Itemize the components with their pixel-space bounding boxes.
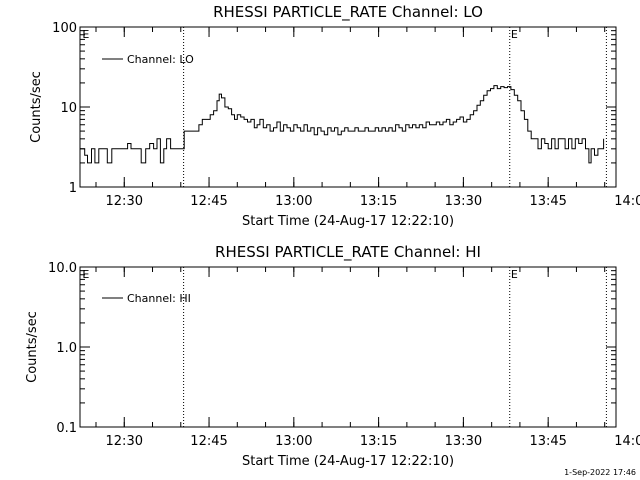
hi-legend: Channel: HI bbox=[102, 292, 191, 305]
hi-y-axis: 0.1 1.0 10.0 bbox=[48, 261, 616, 436]
lo-y-axis: 1 10 100 bbox=[52, 21, 616, 196]
x-tick-label: 13:00 bbox=[275, 434, 312, 449]
y-tick-label: 10.0 bbox=[48, 261, 77, 276]
y-tick-label: 1.0 bbox=[56, 341, 77, 356]
hi-plot-frame bbox=[79, 266, 617, 428]
x-tick-label: 13:15 bbox=[360, 434, 397, 449]
lo-chart-title: RHESSI PARTICLE_RATE Channel: LO bbox=[213, 3, 483, 22]
hi-y-axis-label: Counts/sec bbox=[25, 311, 40, 383]
hi-x-axis: 12:30 12:45 13:00 13:15 13:30 13:45 14:00 bbox=[95, 267, 640, 449]
hi-vertical-markers bbox=[183, 267, 607, 427]
x-tick-label: 12:30 bbox=[106, 194, 143, 209]
x-tick-label: 12:45 bbox=[190, 194, 227, 209]
hi-x-axis-label: Start Time (24-Aug-17 12:22:10) bbox=[242, 454, 454, 469]
lo-x-axis-label: Start Time (24-Aug-17 12:22:10) bbox=[242, 214, 454, 229]
y-tick-label: 10 bbox=[60, 101, 77, 116]
x-tick-label: 13:15 bbox=[360, 194, 397, 209]
x-tick-label: 14:00 bbox=[614, 434, 640, 449]
hi-chart-title: RHESSI PARTICLE_RATE Channel: HI bbox=[215, 243, 481, 262]
x-tick-label: 13:30 bbox=[445, 434, 482, 449]
y-tick-label: 0.1 bbox=[56, 421, 77, 436]
y-tick-label: 100 bbox=[52, 21, 77, 36]
x-tick-label: 12:45 bbox=[190, 434, 227, 449]
event-marker-label: E bbox=[511, 268, 518, 281]
y-tick-label: 1 bbox=[69, 181, 77, 196]
event-marker-label: E bbox=[511, 28, 518, 41]
x-tick-label: 12:30 bbox=[106, 434, 143, 449]
event-marker-label: E bbox=[82, 28, 89, 41]
x-tick-label: 13:45 bbox=[529, 194, 566, 209]
lo-legend: Channel: LO bbox=[102, 53, 194, 66]
x-tick-label: 13:45 bbox=[529, 434, 566, 449]
x-tick-label: 13:00 bbox=[275, 194, 312, 209]
lo-y-axis-label: Counts/sec bbox=[29, 71, 44, 143]
lo-legend-label: Channel: LO bbox=[127, 53, 194, 66]
hi-legend-label: Channel: HI bbox=[127, 292, 191, 305]
x-tick-label: 13:30 bbox=[445, 194, 482, 209]
footer-timestamp: 1-Sep-2022 17:46 bbox=[564, 468, 636, 477]
lo-vertical-markers bbox=[183, 27, 607, 187]
lo-x-axis: 12:30 12:45 13:00 13:15 13:30 13:45 14:00 bbox=[95, 27, 640, 209]
x-tick-label: 14:00 bbox=[614, 194, 640, 209]
lo-series-line bbox=[80, 85, 605, 164]
event-marker-label: E bbox=[82, 268, 89, 281]
